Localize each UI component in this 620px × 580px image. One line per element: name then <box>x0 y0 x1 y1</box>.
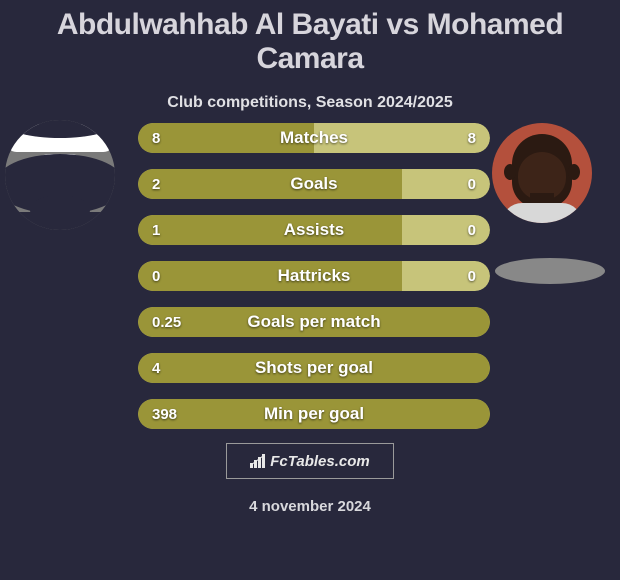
stats-container: 88Matches 20Goals 10Assists 00Hattricks 0.25… <box>138 123 490 445</box>
stat-row: 20Goals <box>138 169 490 199</box>
page-title: Abdulwahhab Al Bayati vs Mohamed Camara <box>0 0 620 76</box>
player-right-avatar <box>492 123 592 223</box>
stat-label: Assists <box>138 215 490 245</box>
stat-row: 88Matches <box>138 123 490 153</box>
stat-label: Goals per match <box>138 307 490 337</box>
date-text: 4 november 2024 <box>0 498 620 515</box>
subtitle: Club competitions, Season 2024/2025 <box>0 94 620 112</box>
stat-row: 4Shots per goal <box>138 353 490 383</box>
stat-row: 00Hattricks <box>138 261 490 291</box>
logo-chart-icon <box>250 454 268 468</box>
stat-label: Hattricks <box>138 261 490 291</box>
stat-label: Min per goal <box>138 399 490 429</box>
stat-label: Matches <box>138 123 490 153</box>
stat-label: Goals <box>138 169 490 199</box>
stat-row: 398Min per goal <box>138 399 490 429</box>
logo-text: FcTables.com <box>270 453 369 470</box>
logo-box[interactable]: FcTables.com <box>226 443 394 479</box>
stat-row: 0.25Goals per match <box>138 307 490 337</box>
stat-label: Shots per goal <box>138 353 490 383</box>
player-left-avatar <box>5 120 115 230</box>
avatar-shadow <box>495 258 605 284</box>
stat-row: 10Assists <box>138 215 490 245</box>
